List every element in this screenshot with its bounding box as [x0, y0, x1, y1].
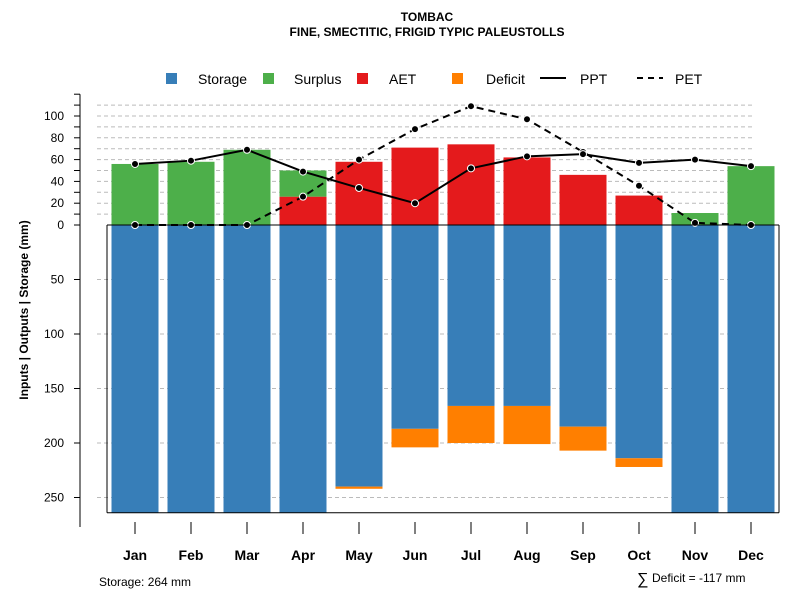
point-ppt	[131, 159, 139, 168]
footer-storage: Storage: 264 mm	[99, 575, 191, 589]
y-tick-label: 100	[44, 327, 64, 341]
bar-storage-sep	[559, 225, 607, 427]
legend-label-aet: AET	[389, 71, 417, 87]
legend-label-storage: Storage	[198, 71, 247, 87]
bar-storage-jul	[447, 225, 495, 406]
bar-deficit-jul	[447, 405, 495, 443]
x-tick-label-feb: Feb	[179, 547, 204, 563]
bars	[111, 144, 775, 513]
x-tick-label-dec: Dec	[738, 547, 764, 563]
footer-deficit: Deficit = -117 mm	[652, 571, 745, 585]
point-ppt	[635, 158, 643, 167]
x-tick-label-nov: Nov	[682, 547, 709, 563]
bar-surplus-mar	[223, 149, 271, 225]
bar-aet-may	[335, 161, 383, 225]
y-tick-label: 40	[51, 174, 65, 188]
bar-storage-feb	[167, 225, 215, 513]
point-pet	[299, 192, 307, 201]
legend-label-pet: PET	[675, 71, 703, 87]
bar-deficit-jun	[391, 428, 439, 448]
bar-aet-jun	[391, 147, 439, 225]
bar-aet-jul	[447, 144, 495, 225]
bar-aet-sep	[559, 174, 607, 225]
chart-title: TOMBAC	[401, 10, 454, 24]
bar-deficit-sep	[559, 426, 607, 451]
bar-storage-oct	[615, 225, 663, 459]
point-pet	[411, 125, 419, 134]
point-ppt	[523, 152, 531, 161]
y-tick-label: 20	[51, 196, 65, 210]
x-tick-label-aug: Aug	[513, 547, 540, 563]
bar-storage-dec	[727, 225, 775, 513]
point-ppt	[243, 145, 251, 154]
x-tick-label-mar: Mar	[235, 547, 260, 563]
y-tick-label: 80	[51, 131, 65, 145]
point-ppt	[187, 156, 195, 165]
y-tick-label: 60	[51, 153, 65, 167]
bar-storage-jun	[391, 225, 439, 429]
bar-aet-aug	[503, 157, 551, 225]
bar-surplus-dec	[727, 166, 775, 225]
legend-label-deficit: Deficit	[486, 71, 525, 87]
x-tick-label-may: May	[345, 547, 372, 563]
lines	[131, 102, 755, 229]
point-ppt	[467, 164, 475, 173]
line-ppt	[134, 148, 752, 205]
point-ppt	[691, 155, 699, 164]
y-tick-label: 0	[57, 218, 64, 232]
legend-label-ppt: PPT	[580, 71, 608, 87]
bar-aet-oct	[615, 195, 663, 225]
legend-label-surplus: Surplus	[294, 71, 341, 87]
bar-deficit-aug	[503, 405, 551, 445]
bar-storage-apr	[279, 225, 327, 513]
point-ppt	[299, 167, 307, 176]
point-ppt	[579, 150, 587, 159]
bar-aet-apr	[279, 196, 327, 225]
point-ppt	[747, 162, 755, 171]
x-tick-label-jun: Jun	[403, 547, 428, 563]
point-pet	[523, 115, 531, 124]
footer-deficit-symbol: ∑	[637, 571, 648, 588]
point-ppt	[355, 183, 363, 192]
bar-storage-mar	[223, 225, 271, 513]
point-pet	[467, 102, 475, 111]
y-tick-label: 100	[44, 109, 64, 123]
bar-surplus-feb	[167, 161, 215, 225]
bar-surplus-jan	[111, 163, 159, 225]
legend: Storage Surplus AET Deficit PPT PET	[166, 71, 703, 87]
x-tick-label-oct: Oct	[627, 547, 651, 563]
y-tick-label: 250	[44, 491, 64, 505]
y-tick-label: 50	[51, 273, 65, 287]
y-tick-label: 200	[44, 436, 64, 450]
bar-deficit-may	[335, 486, 383, 489]
x-tick-label-apr: Apr	[291, 547, 316, 563]
legend-swatch-storage	[166, 73, 177, 84]
bar-storage-nov	[671, 225, 719, 513]
point-pet	[635, 181, 643, 190]
legend-swatch-deficit	[452, 73, 463, 84]
point-ppt	[411, 199, 419, 208]
bar-deficit-oct	[615, 458, 663, 467]
axes: 0 20 40 60 80 100 50 100 150 200 250 Jan Feb Mar Apr Ma…	[44, 93, 780, 563]
bar-storage-jan	[111, 225, 159, 513]
x-tick-label-jul: Jul	[461, 547, 481, 563]
bar-storage-aug	[503, 225, 551, 406]
x-tick-label-sep: Sep	[570, 547, 596, 563]
legend-swatch-aet	[357, 73, 368, 84]
bar-storage-may	[335, 225, 383, 487]
legend-swatch-surplus	[263, 73, 274, 84]
y-axis-label: Inputs | Outputs | Storage (mm)	[17, 220, 31, 399]
chart-subtitle: FINE, SMECTITIC, FRIGID TYPIC PALEUSTOLL…	[290, 25, 565, 39]
x-tick-label-jan: Jan	[123, 547, 147, 563]
y-tick-label: 150	[44, 382, 64, 396]
point-pet	[355, 155, 363, 164]
